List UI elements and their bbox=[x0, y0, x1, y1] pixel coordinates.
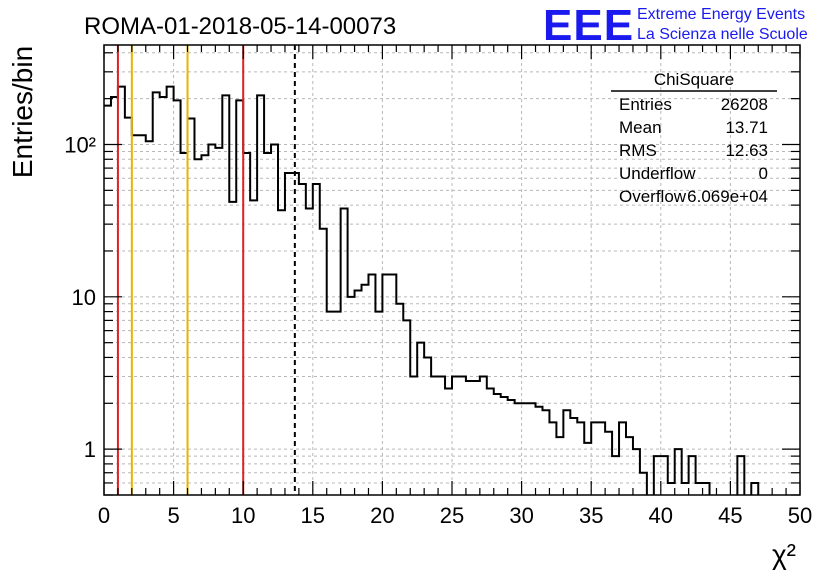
y-tick-label: 1 bbox=[84, 437, 96, 462]
stats-title: ChiSquare bbox=[654, 70, 734, 89]
x-axis-label: χ² bbox=[772, 539, 796, 570]
x-tick-label: 10 bbox=[231, 503, 255, 528]
stats-label-entries: Entries bbox=[619, 95, 672, 114]
stats-value-rms: 12.63 bbox=[725, 141, 768, 160]
stats-box: ChiSquare Entries 26208 Mean 13.71 RMS 1… bbox=[611, 70, 777, 206]
reference-lines bbox=[116, 45, 296, 495]
x-tick-label: 5 bbox=[167, 503, 179, 528]
chart-title: ROMA-01-2018-05-14-00073 bbox=[84, 13, 396, 40]
histogram-series bbox=[104, 85, 760, 495]
stats-value-underflow: 0 bbox=[759, 164, 768, 183]
axis-ticks bbox=[103, 45, 801, 496]
stats-label-rms: RMS bbox=[619, 141, 657, 160]
x-tick-label: 15 bbox=[301, 503, 325, 528]
x-tick-label: 20 bbox=[370, 503, 394, 528]
x-tick-label: 40 bbox=[649, 503, 673, 528]
stats-label-mean: Mean bbox=[619, 118, 662, 137]
eee-logo-mark: EEE bbox=[543, 1, 634, 50]
eee-logo: EEE Extreme Energy Events La Scienza nel… bbox=[543, 1, 808, 50]
stats-label-underflow: Underflow bbox=[619, 164, 696, 183]
y-axis-label: Entries/bin bbox=[7, 46, 38, 178]
stats-value-mean: 13.71 bbox=[725, 118, 768, 137]
y-tick-label: 10² bbox=[64, 132, 96, 157]
x-tick-label: 30 bbox=[509, 503, 533, 528]
stats-value-entries: 26208 bbox=[721, 95, 768, 114]
logo-line-2: La Scienza nelle Scuole bbox=[637, 26, 808, 43]
histogram-line bbox=[104, 85, 760, 495]
stats-value-overflow: 6.069e+04 bbox=[687, 187, 768, 206]
x-tick-labels: 0 5 10 15 20 25 30 35 40 45 50 bbox=[98, 503, 812, 528]
x-tick-label: 45 bbox=[718, 503, 742, 528]
y-tick-labels: 1 10 10² bbox=[64, 132, 96, 462]
logo-line-1: Extreme Energy Events bbox=[637, 6, 805, 23]
x-tick-label: 0 bbox=[98, 503, 110, 528]
x-tick-label: 35 bbox=[579, 503, 603, 528]
x-tick-label: 25 bbox=[440, 503, 464, 528]
x-tick-label: 50 bbox=[788, 503, 812, 528]
y-tick-label: 10 bbox=[72, 285, 96, 310]
stats-label-overflow: Overflow bbox=[619, 187, 687, 206]
